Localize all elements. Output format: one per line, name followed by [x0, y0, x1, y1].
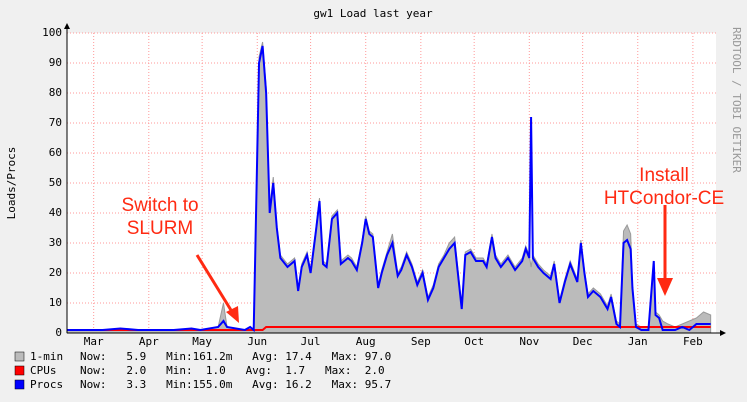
watermark: RRDTOOL / TOBI OETIKER [730, 27, 743, 173]
legend-stats: Now: 5.9 Min:161.2m Avg: 17.4 Max: 97.0 [80, 350, 391, 363]
legend-swatch [14, 351, 25, 362]
legend-stats: Now: 2.0 Min: 1.0 Avg: 1.7 Max: 2.0 [80, 364, 385, 377]
y-tick-label: 0 [55, 326, 62, 339]
y-tick-label: 90 [49, 56, 62, 69]
arrow-head [657, 278, 673, 296]
x-tick-label: Apr [139, 335, 159, 348]
x-tick-label: Nov [519, 335, 539, 348]
y-tick-label: 10 [49, 296, 62, 309]
y-tick-label: 60 [49, 146, 62, 159]
x-tick-label: Dec [573, 335, 593, 348]
x-tick-label: May [192, 335, 212, 348]
x-tick-label: Oct [464, 335, 484, 348]
axis-arrow [64, 23, 70, 29]
legend-stats: Now: 3.3 Min:155.0m Avg: 16.2 Max: 95.7 [80, 378, 391, 391]
axis-arrow [720, 330, 726, 336]
legend-label: CPUs [30, 364, 57, 377]
y-tick-label: 50 [49, 176, 62, 189]
x-tick-label: Mar [84, 335, 104, 348]
annotation: SLURM [127, 218, 194, 239]
annotation: HTCondor-CE [604, 188, 724, 209]
x-tick-label: Aug [356, 335, 376, 348]
x-tick-label: Feb [683, 335, 703, 348]
x-tick-label: Jul [301, 335, 321, 348]
line [67, 45, 711, 333]
annotation: Install [639, 165, 689, 186]
y-tick-label: 80 [49, 86, 62, 99]
y-tick-label: 30 [49, 236, 62, 249]
x-tick-label: Sep [411, 335, 431, 348]
y-tick-label: 70 [49, 116, 62, 129]
annotation: Switch to [121, 195, 198, 216]
x-tick-label: Jan [628, 335, 648, 348]
y-tick-label: 20 [49, 266, 62, 279]
x-tick-label: Jun [247, 335, 267, 348]
y-tick-label: 100 [42, 26, 62, 39]
arrow-head [226, 306, 239, 323]
arrow [195, 254, 236, 316]
legend-swatch [14, 379, 25, 390]
y-axis-label: Loads/Procs [5, 147, 18, 220]
chart-title: gw1 Load last year [313, 7, 433, 20]
y-tick-label: 40 [49, 206, 62, 219]
legend-swatch [14, 365, 25, 376]
legend-label: Procs [30, 378, 63, 391]
legend-label: 1-min [30, 350, 63, 363]
